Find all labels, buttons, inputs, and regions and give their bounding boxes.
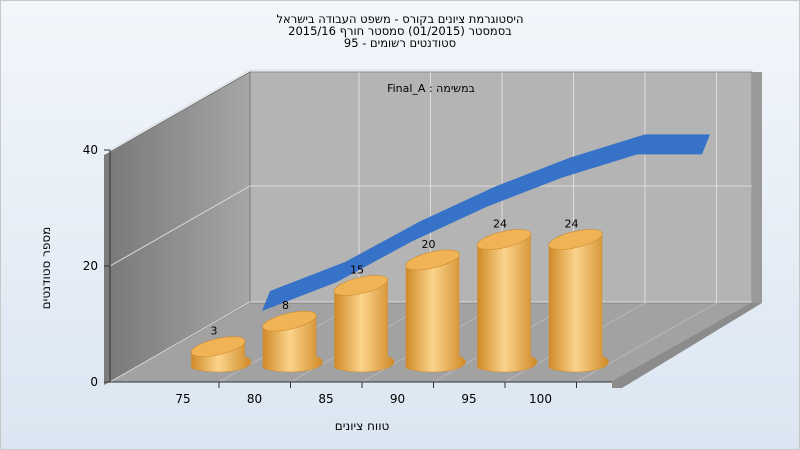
side-gridline [109,301,251,383]
chart-title-line-3: סטודנטים רשומים - 95 [344,36,456,50]
bar: 8 [262,299,323,373]
bar: 3 [190,325,252,373]
bar-body [548,233,609,373]
x-tick-label: 80 [247,392,262,406]
trend-layer [262,134,710,311]
floor-edge [612,303,762,388]
bar-top [476,229,532,250]
series-label: Final_A : במשימה [387,82,475,95]
y-tick-label: 0 [90,375,98,389]
chart-title-line-1: היסטוגרמת ציונים בקורס - משפט העבודה ביש… [276,12,523,26]
bar: 20 [405,238,466,373]
bar-top [190,336,246,357]
chart-title-line-2: בסמסטר (01/2015) סמסטר חורף 2015/16 [288,24,512,38]
bar: 24 [548,218,609,373]
y-tick-label: 20 [83,259,98,273]
bar: 15 [333,263,395,373]
bar-value-label: 3 [211,325,218,338]
side-gridline [109,69,251,151]
x-tick-label: 90 [390,392,405,406]
bar-value-label: 24 [493,218,507,231]
bar-top [262,310,317,332]
side-gridline [109,185,251,267]
bar-value-label: 20 [422,238,436,251]
bar-value-label: 15 [350,263,364,276]
bar-value-label: 8 [282,299,289,312]
x-tick-label: 75 [175,392,190,406]
bar-body [405,253,466,373]
bar: 24 [476,218,538,373]
left-wall-edge [104,152,110,385]
trend-ribbon [262,134,710,311]
bar-value-label: 24 [565,218,579,231]
bars-layer: 3 8 15 20 24 24 [190,218,609,373]
x-tick-label: 95 [461,392,476,406]
bar-body [477,233,538,373]
y-tick-label: 40 [83,143,98,157]
bar-top [333,275,389,296]
x-tick-label: 85 [318,392,333,406]
ticks-layer: 0 20 40 75 80 85 90 95 100 [83,143,577,406]
y-axis-title: מספר סטודנטים [39,227,53,310]
right-wall-edge [752,72,762,303]
x-tick-label: 100 [529,392,552,406]
bar-top [548,229,603,250]
bar-top [405,249,460,271]
x-axis-title: טווח ציונים [335,419,390,433]
bar-body [334,279,395,373]
